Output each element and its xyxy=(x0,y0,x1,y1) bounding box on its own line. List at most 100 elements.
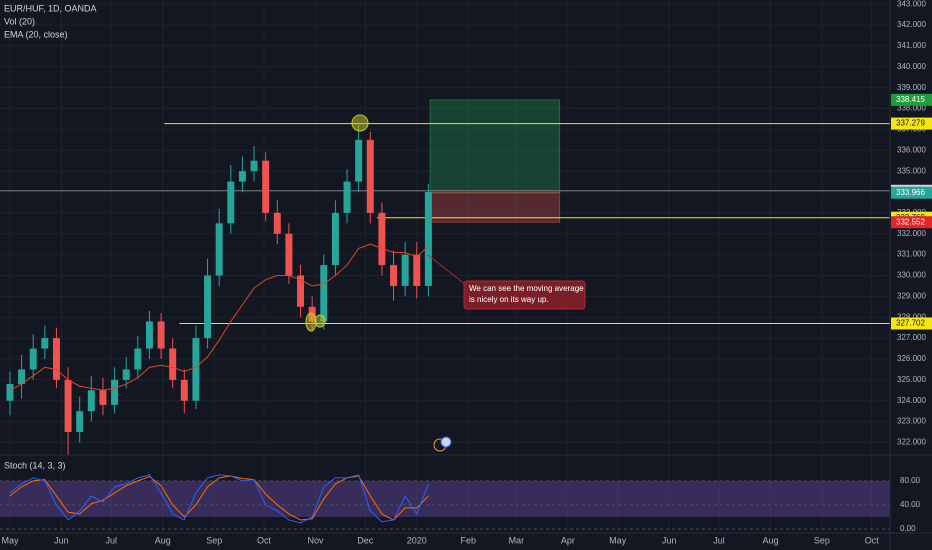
candle-body xyxy=(169,348,177,380)
y-tick-label: 341.000 xyxy=(897,41,926,50)
y-tick-label: 339.000 xyxy=(897,83,926,92)
x-tick-label: May xyxy=(1,535,19,545)
x-tick-label: Apr xyxy=(561,535,575,545)
candle-body xyxy=(6,384,14,401)
candle-body xyxy=(262,160,270,213)
symbol: EUR/HUF, 1D, OANDA xyxy=(4,3,97,13)
y-tick-label: 338.000 xyxy=(897,104,926,113)
candle-body xyxy=(227,181,235,224)
candle-body xyxy=(134,348,142,370)
highlight-peak xyxy=(351,114,369,132)
x-tick-label: Jul xyxy=(713,535,725,545)
candle-body xyxy=(145,321,153,349)
x-tick-label: Jun xyxy=(662,535,677,545)
position-target xyxy=(429,99,561,194)
candle-body xyxy=(157,321,165,349)
candle-body xyxy=(366,139,374,213)
candle-body xyxy=(64,379,72,433)
candle-body xyxy=(250,160,258,172)
price-tag-label: 338.415 xyxy=(896,95,925,104)
stoch-title: Stoch (14, 3, 3) xyxy=(4,460,66,470)
candle-body xyxy=(52,338,60,380)
price-tag xyxy=(891,317,932,330)
y-tick-label: 342.000 xyxy=(897,20,926,29)
candle-body xyxy=(355,139,363,182)
stoch-tick-label: 80.00 xyxy=(900,476,921,485)
price-tag-label: 332.552 xyxy=(896,217,925,226)
x-tick-label: Aug xyxy=(155,535,171,545)
y-tick-label: 331.000 xyxy=(897,250,926,259)
candle-body xyxy=(192,338,200,401)
y-tick-label: 343.000 xyxy=(897,0,926,8)
y-tick-label: 325.000 xyxy=(897,375,926,384)
candle-body xyxy=(87,390,95,412)
annotation-text: We can see the moving average xyxy=(469,284,584,293)
candle-body xyxy=(204,275,212,339)
candle-body xyxy=(180,379,188,401)
y-tick-label: 329.000 xyxy=(897,291,926,300)
event-icon[interactable] xyxy=(440,436,452,448)
candle-body xyxy=(76,411,84,433)
candle-body xyxy=(18,369,26,385)
highlight-low xyxy=(314,314,326,328)
candle-body xyxy=(343,181,351,213)
price-tag xyxy=(891,216,932,229)
stoch-tick-label: 0.00 xyxy=(900,524,916,533)
candle-body xyxy=(285,233,293,276)
price-tag-label: 327.702 xyxy=(896,319,925,328)
y-tick-label: 323.000 xyxy=(897,417,926,426)
highlight-low xyxy=(305,312,317,332)
y-tick-label: 330.000 xyxy=(897,271,926,280)
x-tick-label: Jun xyxy=(54,535,69,545)
candle-body xyxy=(424,192,432,286)
candle-body xyxy=(401,254,409,286)
annotation-box xyxy=(463,280,586,310)
candle-body xyxy=(331,212,339,266)
candle-body xyxy=(390,265,398,286)
x-tick-label: Feb xyxy=(460,535,476,545)
y-tick-label: 335.000 xyxy=(897,166,926,175)
price-tag xyxy=(891,117,932,130)
y-tick-label: 327.000 xyxy=(897,333,926,342)
y-tick-label: 332.000 xyxy=(897,229,926,238)
x-tick-label: Jul xyxy=(105,535,117,545)
candle-body xyxy=(29,348,37,370)
candle-body xyxy=(378,212,386,266)
price-tag xyxy=(891,186,932,199)
x-tick-label: Nov xyxy=(307,535,324,545)
candle-body xyxy=(238,171,246,182)
x-tick-label: Mar xyxy=(509,535,525,545)
y-tick-label: 328.000 xyxy=(897,312,926,321)
annotation-text: is nicely on its way up. xyxy=(469,295,549,304)
y-tick-label: 322.000 xyxy=(897,438,926,447)
price-tag xyxy=(891,93,932,106)
candle-body xyxy=(41,338,49,349)
x-tick-label: 2020 xyxy=(407,535,427,545)
price-tag-label: 337.279 xyxy=(896,119,925,128)
annotation-pointer xyxy=(427,254,467,286)
x-tick-label: Aug xyxy=(762,535,778,545)
y-tick-label: 326.000 xyxy=(897,354,926,363)
stoch-tick-label: 40.00 xyxy=(900,500,921,509)
x-tick-label: Dec xyxy=(357,535,374,545)
candle-body xyxy=(297,275,305,307)
x-tick-label: Oct xyxy=(257,535,272,545)
candle-body xyxy=(122,369,130,380)
price-tag-label: 333.966 xyxy=(896,188,925,197)
marks xyxy=(0,99,890,530)
stoch-k xyxy=(9,474,429,524)
x-tick-label: May xyxy=(609,535,627,545)
y-tick-label: 336.000 xyxy=(897,145,926,154)
x-tick-label: Sep xyxy=(206,535,222,545)
y-tick-label: 324.000 xyxy=(897,396,926,405)
x-tick-label: Oct xyxy=(865,535,880,545)
candle-body xyxy=(273,212,281,234)
candle-body xyxy=(215,223,223,276)
indicator: EMA (20, close) xyxy=(4,29,68,39)
ema-line xyxy=(9,243,429,391)
candle-body xyxy=(99,390,107,405)
candle-body xyxy=(111,379,119,405)
candle-body xyxy=(413,254,421,286)
y-tick-label: 340.000 xyxy=(897,62,926,71)
